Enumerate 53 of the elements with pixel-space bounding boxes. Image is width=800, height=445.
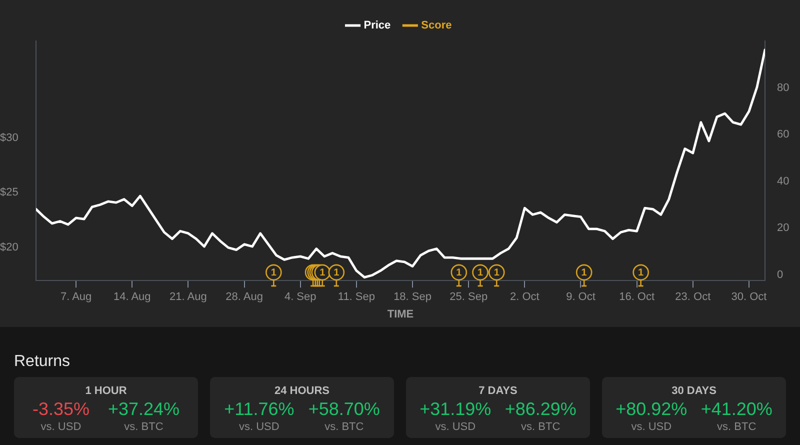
data-label: 1 — [494, 268, 500, 279]
data-label: +11.76% — [224, 398, 294, 421]
series-label: vs. BTC — [123, 421, 164, 434]
x-tick-label: 18. Sep — [394, 291, 432, 304]
text: vs. BTC — [717, 421, 756, 433]
x-tick-label: 21. Aug — [170, 291, 207, 304]
data-label: +58.70% — [308, 398, 380, 421]
data-label: +80.92% — [616, 398, 688, 421]
y-tick-label: $20 — [0, 242, 18, 254]
data-label: 1 — [638, 268, 644, 279]
data-label: -3.35% — [32, 398, 90, 421]
x-tick-label: 16. Oct — [619, 291, 655, 304]
y-tick-label: $25 — [0, 186, 18, 199]
x-tick-label: 25. Sep — [450, 291, 488, 304]
y2-tick-label: 80 — [777, 82, 790, 94]
data-label: 1 — [320, 268, 326, 279]
legend-label: Price — [364, 20, 391, 32]
x-tick-label: 2. Oct — [510, 291, 540, 304]
x-axis-title: TIME — [387, 308, 414, 320]
y2-tick-label: 20 — [777, 222, 790, 234]
x-tick-label: 30. Oct — [731, 291, 767, 304]
category-label: 1 HOUR — [84, 384, 128, 398]
series-label: vs. USD — [40, 421, 82, 434]
x-tick-label: 23. Oct — [675, 291, 711, 304]
data-label: 1 — [477, 268, 484, 279]
category-label: 7 DAYS — [478, 384, 518, 398]
text: vs. BTC — [521, 421, 560, 433]
category-label: 30 DAYS — [670, 384, 718, 398]
x-tick-label: 28. Aug — [226, 291, 263, 304]
x-tick-label: 14. Aug — [113, 291, 151, 304]
x-tick-label: 11. Sep — [338, 291, 375, 304]
y2-tick-label: 0 — [777, 268, 784, 281]
data-label: 1 — [581, 268, 588, 279]
y-tick-label: $30 — [0, 132, 18, 144]
legend-label: Score — [421, 20, 452, 32]
text: vs. BTC — [324, 421, 364, 433]
x-tick-label: 7. Aug — [60, 291, 92, 304]
data-label: +37.24% — [108, 398, 180, 421]
x-tick-label: 4. Sep — [284, 291, 316, 304]
y2-tick-label: 40 — [777, 175, 790, 188]
y2-tick-label: 60 — [777, 128, 790, 141]
data-label: +86.29% — [504, 398, 576, 421]
text: Returns — [14, 353, 70, 371]
x-tick-label: 9. Oct — [566, 291, 596, 304]
text: vs. USD — [239, 421, 280, 433]
data-label: 1 — [456, 268, 462, 279]
data-label: +31.19% — [420, 398, 492, 421]
data-label: 1 — [270, 268, 277, 279]
data-label: 1 — [334, 268, 340, 279]
text: vs. USD — [435, 421, 476, 433]
data-label: +41.20% — [700, 398, 772, 421]
text: vs. USD — [631, 421, 672, 433]
category-label: 24 HOURS — [273, 384, 331, 398]
